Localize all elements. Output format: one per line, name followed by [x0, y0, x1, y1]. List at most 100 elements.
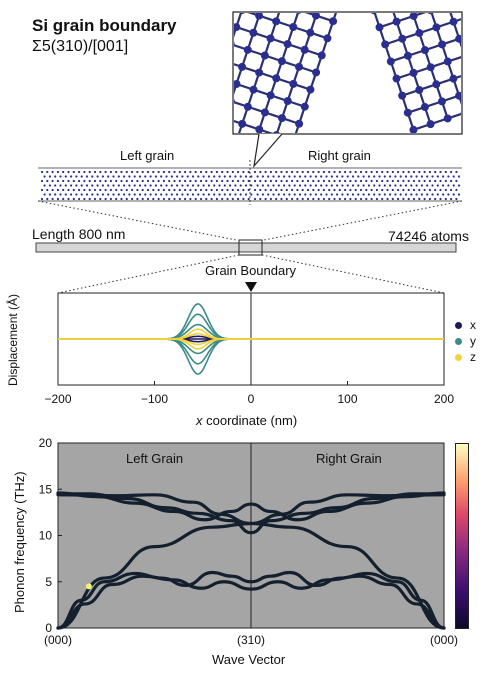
strip-atom: [229, 193, 232, 196]
strip-atom: [218, 193, 221, 196]
strip-atom: [162, 179, 165, 183]
strip-atom: [362, 193, 365, 196]
phonon-ytick-label: 0: [45, 621, 52, 635]
lattice-bond: [202, 56, 208, 73]
strip-atom: [259, 170, 262, 174]
legend-dot-y: [455, 338, 462, 345]
lattice-atom: [312, 68, 321, 77]
lattice-bond: [465, 56, 471, 73]
strip-atom: [210, 170, 213, 174]
strip-atom: [242, 170, 245, 174]
strip-atom: [349, 197, 352, 201]
strip-atom: [229, 175, 232, 178]
strip-atom: [269, 188, 272, 192]
strip-atom: [178, 170, 181, 174]
lattice-atom: [243, 45, 252, 54]
strip-atom: [291, 197, 294, 201]
strip-atom: [267, 175, 270, 178]
legend-label-y: y: [470, 334, 476, 348]
strip-atom: [426, 175, 429, 178]
lattice-bond: [197, 147, 214, 153]
strip-atom: [72, 188, 75, 192]
strip-atom: [194, 188, 197, 192]
strip-atom: [304, 193, 307, 196]
phonon-xlabel: Wave Vector: [212, 652, 286, 667]
lattice-atom: [432, 23, 441, 32]
strip-atom: [123, 193, 126, 196]
lattice-atom: [387, 1, 395, 9]
strip-atom: [298, 184, 302, 187]
figure-title: Si grain boundary: [32, 16, 177, 35]
lattice-atom: [198, 69, 206, 77]
strip-atom: [83, 179, 86, 183]
strip-atom: [439, 197, 442, 201]
strip-atom: [205, 188, 208, 192]
strip-atom: [85, 175, 89, 178]
lattice-atom: [272, 74, 281, 83]
strip-atom: [128, 175, 131, 178]
strip-atom: [322, 179, 325, 183]
strip-atom: [104, 197, 107, 201]
lattice-atom: [370, 13, 377, 15]
strip-atom: [165, 193, 168, 196]
strip-atom: [253, 179, 257, 183]
strip-atom: [404, 193, 408, 196]
lattice-atom: [403, 108, 412, 117]
strip-atom: [46, 179, 49, 183]
strip-atom: [181, 193, 184, 196]
strip-atom: [173, 170, 176, 174]
inset-pointer: [253, 133, 283, 168]
strip-atom: [412, 197, 416, 201]
strip-atom: [115, 179, 118, 183]
lattice-atom: [409, 125, 418, 133]
strip-atom: [420, 193, 423, 196]
strip-atom: [184, 179, 187, 183]
strip-atom: [237, 197, 240, 201]
strip-atom: [75, 175, 78, 178]
lattice-bond: [488, 10, 494, 27]
strip-atom: [351, 175, 355, 178]
strip-atom: [160, 184, 163, 187]
strip-atom: [120, 197, 123, 201]
strip-atom: [165, 184, 168, 187]
strip-atom: [354, 179, 357, 183]
strip-atom: [373, 184, 376, 187]
lattice-bond: [191, 107, 208, 113]
strip-atom: [256, 193, 259, 196]
strip-atom: [43, 184, 46, 187]
legend-dot-x: [455, 322, 462, 329]
strip-atom: [181, 184, 184, 187]
strip-atom: [277, 193, 280, 196]
strip-atom: [202, 193, 205, 196]
strip-atom: [80, 193, 83, 196]
phonon-ytick-label: 5: [45, 575, 52, 589]
lattice-atom: [239, 13, 245, 14]
lattice-atom: [461, 0, 469, 3]
lattice-bond: [197, 33, 214, 39]
strip-atom: [93, 197, 97, 201]
strip-atom: [215, 179, 218, 183]
lattice-bond: [180, 67, 186, 84]
strip-atom: [264, 179, 267, 183]
lattice-atom: [300, 45, 309, 54]
lattice-atom: [437, 97, 446, 106]
strip-atom: [418, 188, 421, 192]
phonon-band-TA2: [56, 574, 446, 630]
strip-atom: [96, 193, 99, 196]
lattice-bond: [219, 135, 236, 141]
disp-xtick-label: −200: [44, 392, 71, 406]
strip-atom: [336, 175, 339, 178]
strip-atom: [402, 179, 405, 183]
lattice-bond: [214, 95, 231, 101]
strip-atom: [452, 184, 455, 187]
lattice-bond: [225, 0, 231, 4]
strip-atom: [306, 188, 310, 192]
colorbar: [455, 443, 469, 629]
disp-legend: x y z: [455, 318, 476, 366]
strip-atom: [431, 175, 434, 178]
strip-atom: [244, 184, 248, 187]
strip-atom: [162, 188, 165, 192]
lattice-atom: [278, 0, 286, 8]
lattice-atom: [438, 40, 447, 49]
lattice-atom: [283, 96, 292, 105]
